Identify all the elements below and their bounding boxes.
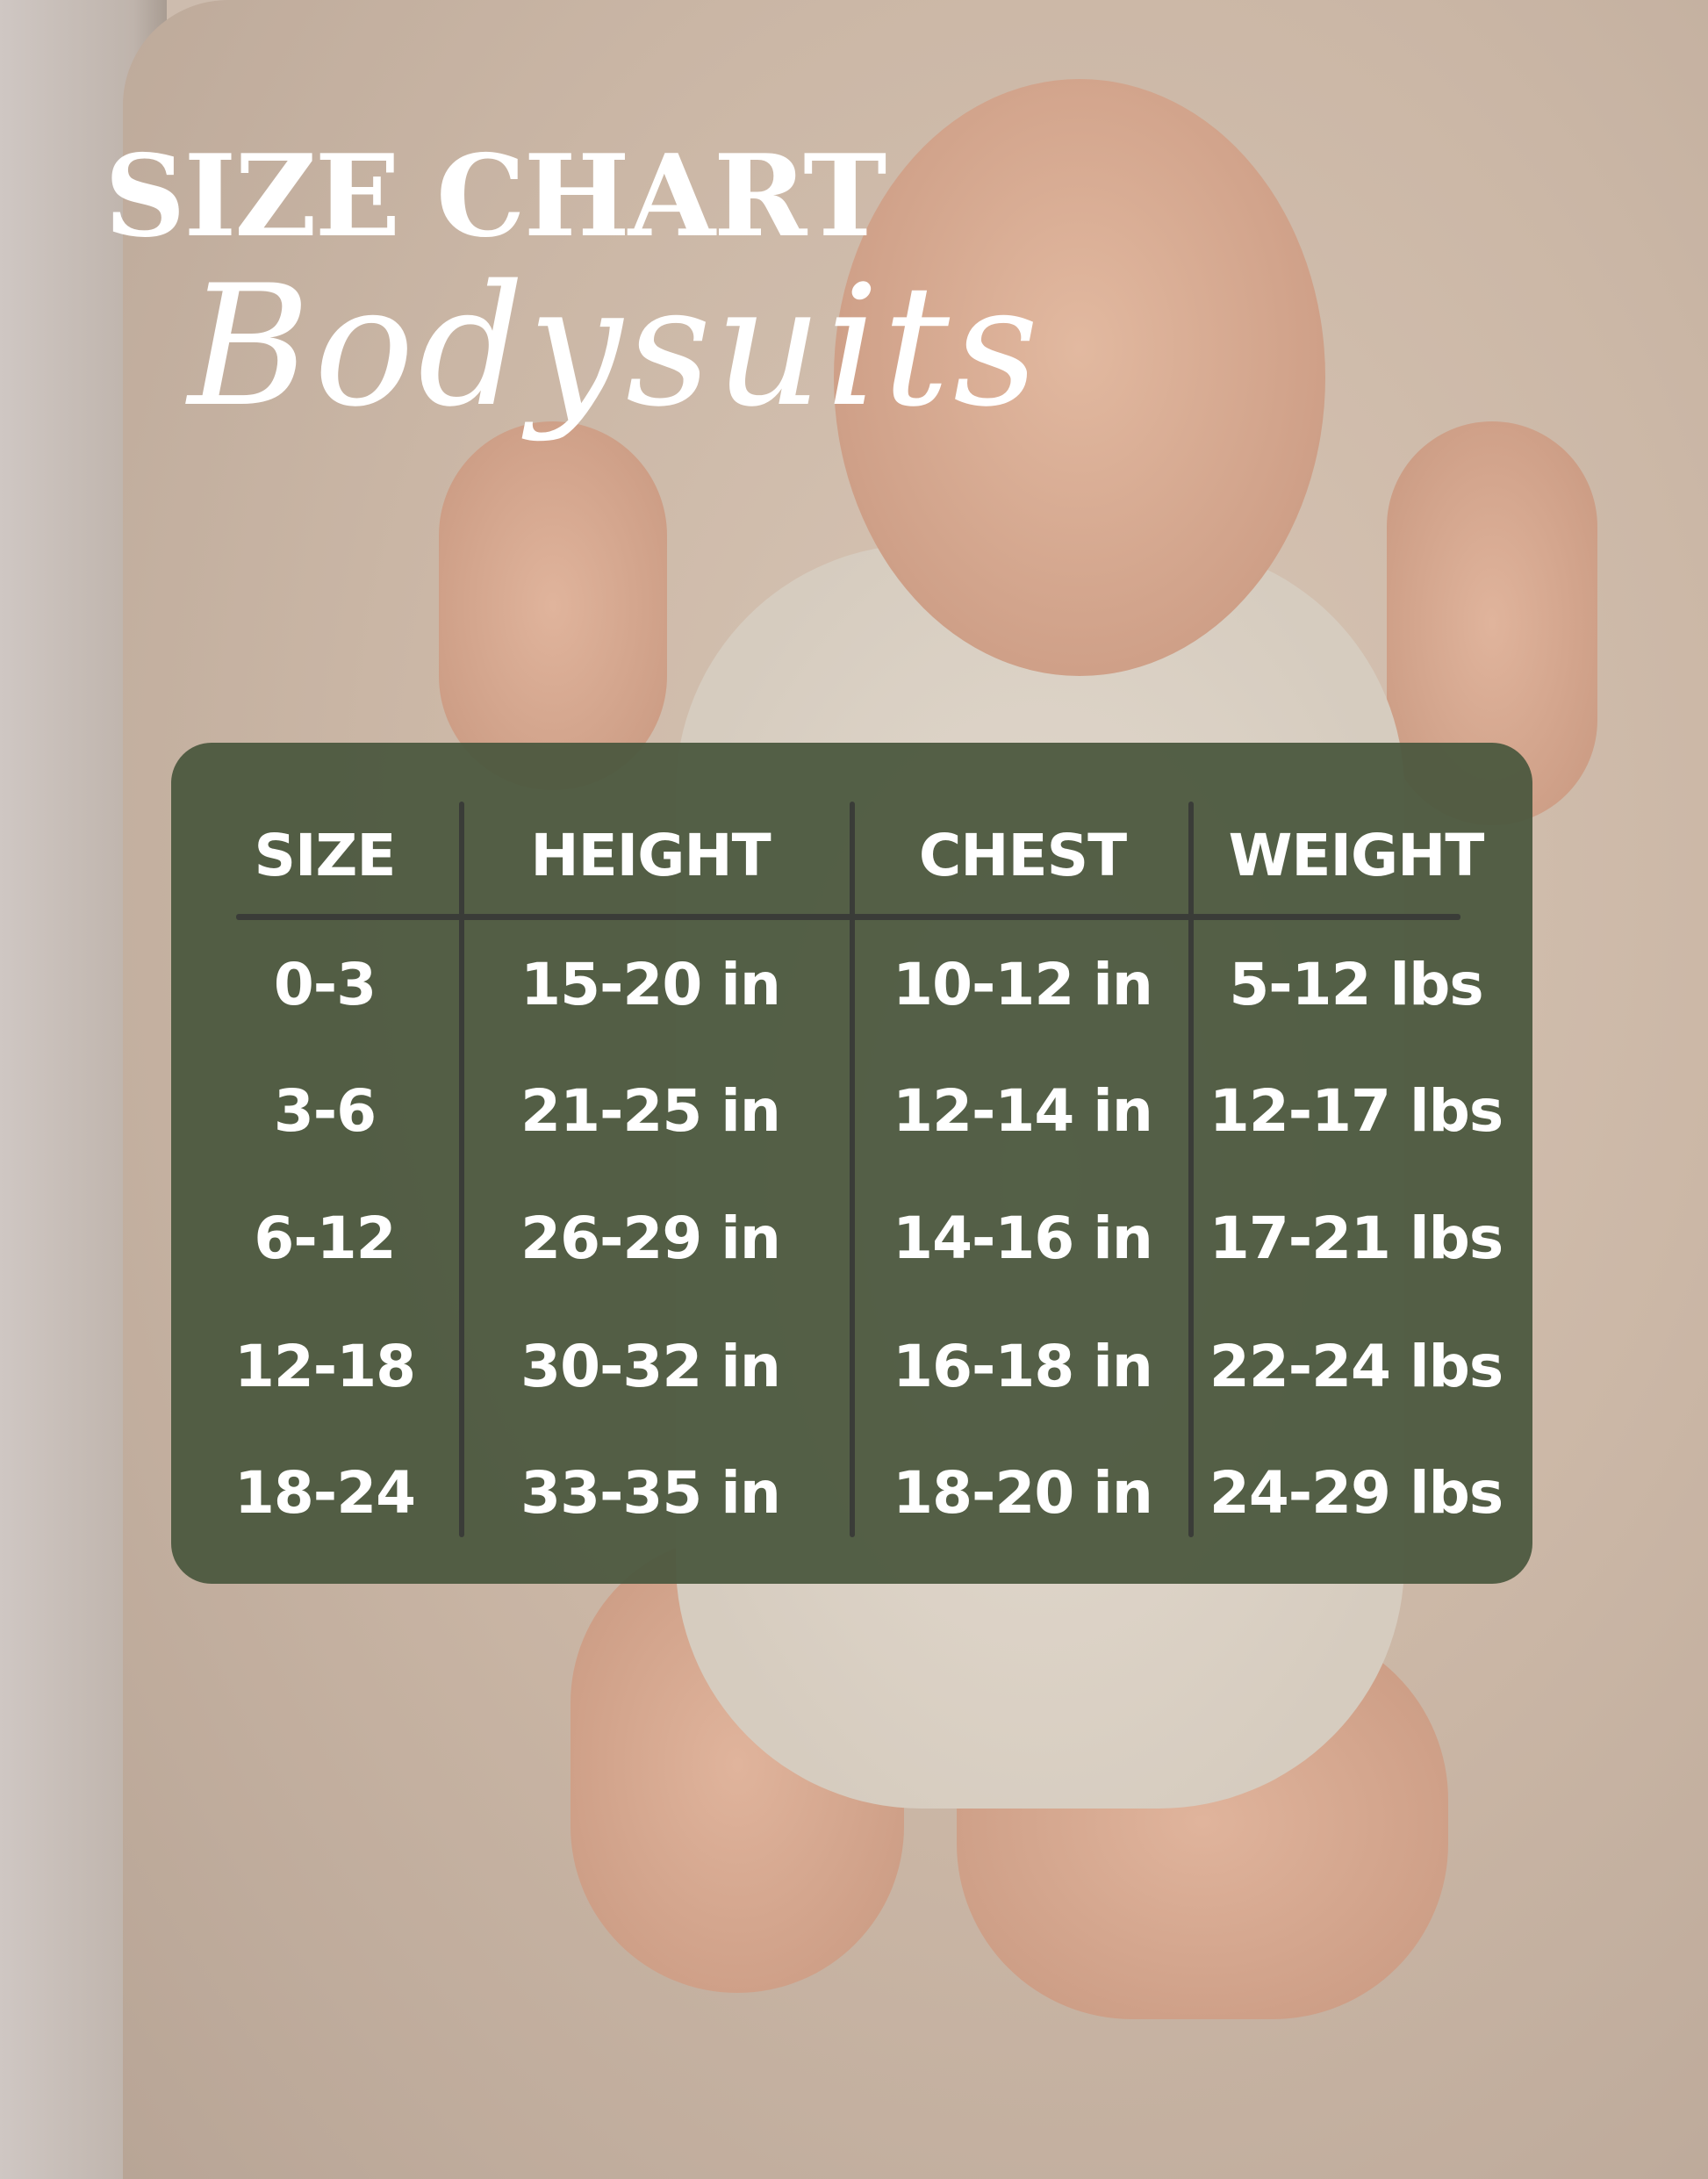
header-height: HEIGHT bbox=[530, 822, 771, 889]
cell-chest: 10-12 in bbox=[893, 951, 1153, 1018]
baby-head bbox=[834, 79, 1325, 676]
cell-chest: 18-20 in bbox=[893, 1459, 1153, 1527]
page-title: SIZE CHART bbox=[104, 131, 886, 262]
header-weight: WEIGHT bbox=[1228, 822, 1485, 889]
cell-size: 3-6 bbox=[273, 1077, 377, 1145]
baby-arm-left bbox=[439, 421, 667, 790]
header-size: SIZE bbox=[254, 822, 396, 889]
cell-size: 0-3 bbox=[273, 951, 377, 1018]
column-divider bbox=[1188, 802, 1194, 1537]
cell-weight: 12-17 lbs bbox=[1209, 1077, 1503, 1145]
cell-weight: 5-12 lbs bbox=[1229, 951, 1483, 1018]
cell-weight: 22-24 lbs bbox=[1209, 1333, 1503, 1400]
cell-size: 6-12 bbox=[254, 1205, 396, 1272]
cell-height: 26-29 in bbox=[520, 1205, 781, 1272]
cell-weight: 24-29 lbs bbox=[1209, 1459, 1503, 1527]
header-chest: CHEST bbox=[918, 822, 1127, 889]
cell-height: 30-32 in bbox=[520, 1333, 781, 1400]
cell-chest: 12-14 in bbox=[893, 1077, 1153, 1145]
cell-height: 33-35 in bbox=[520, 1459, 781, 1527]
cell-chest: 16-18 in bbox=[893, 1333, 1153, 1400]
cell-size: 12-18 bbox=[233, 1333, 416, 1400]
cell-size: 18-24 bbox=[233, 1459, 416, 1527]
cell-height: 15-20 in bbox=[520, 951, 781, 1018]
cell-height: 21-25 in bbox=[520, 1077, 781, 1145]
column-divider bbox=[459, 802, 464, 1537]
page-subtitle: Bodysuits bbox=[188, 249, 1043, 443]
cell-chest: 14-16 in bbox=[893, 1205, 1153, 1272]
cell-weight: 17-21 lbs bbox=[1209, 1205, 1503, 1272]
header-divider bbox=[236, 914, 1460, 920]
column-divider bbox=[850, 802, 855, 1537]
